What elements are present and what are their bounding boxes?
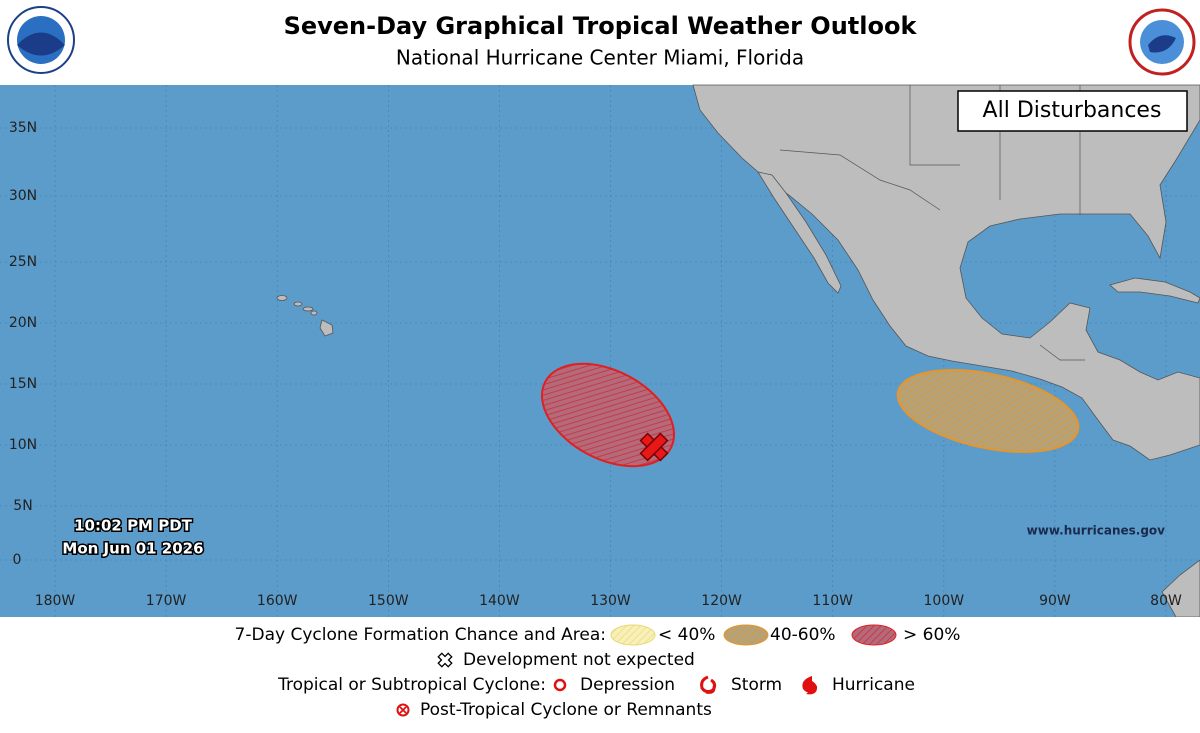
- legend-formation-title: 7-Day Cyclone Formation Chance and Area:: [235, 625, 606, 645]
- area-medium-chance: [896, 369, 1080, 453]
- lat-label: 5N: [13, 498, 32, 514]
- lon-label: 180W: [35, 593, 76, 609]
- disturbance-x: [639, 432, 669, 462]
- lon-label: 90W: [1039, 593, 1071, 609]
- legend-low-icon: [610, 624, 656, 646]
- legend-storm-icon: [700, 675, 717, 694]
- land-north-america: [692, 84, 1200, 461]
- lat-label: 0: [13, 552, 22, 568]
- lon-label: 140W: [479, 593, 520, 609]
- legend-low: < 40%: [658, 625, 715, 645]
- land-hawaii: [276, 295, 334, 337]
- land-south-america: [1161, 559, 1200, 618]
- legend-not-expected-icon: [437, 652, 453, 668]
- legend-medium-icon: [723, 624, 769, 646]
- legend-cyclone-title: Tropical or Subtropical Cyclone:: [277, 675, 546, 695]
- legend-background: [0, 617, 1200, 729]
- lat-label: 30N: [9, 188, 37, 204]
- lon-label: 150W: [368, 593, 409, 609]
- subtitle: National Hurricane Center Miami, Florida: [396, 46, 804, 70]
- nws-logo: [1128, 8, 1196, 76]
- issued-time: 10:02 PM PDT: [74, 517, 193, 535]
- panel-label: All Disturbances: [983, 98, 1162, 123]
- legend-depression-icon: [553, 678, 567, 692]
- legend-high-icon: [851, 624, 897, 646]
- lon-label: 170W: [146, 593, 187, 609]
- legend-not-expected: Development not expected: [463, 650, 695, 670]
- lat-label: 35N: [9, 120, 37, 136]
- lon-label: 160W: [257, 593, 298, 609]
- legend-depression: Depression: [580, 675, 675, 695]
- land-cuba: [1109, 277, 1200, 304]
- lat-label: 10N: [9, 437, 37, 453]
- legend-hurricane: Hurricane: [832, 675, 915, 695]
- lon-label: 80W: [1150, 593, 1182, 609]
- lon-label: 100W: [924, 593, 965, 609]
- lat-label: 25N: [9, 254, 37, 270]
- lon-label: 130W: [590, 593, 631, 609]
- lon-label: 110W: [812, 593, 853, 609]
- title: Seven-Day Graphical Tropical Weather Out…: [284, 12, 918, 40]
- legend-high: > 60%: [903, 625, 960, 645]
- legend-storm: Storm: [731, 675, 782, 695]
- website: www.hurricanes.gov: [1027, 524, 1166, 538]
- legend-hurricane-icon: [802, 676, 818, 695]
- lon-label: 120W: [701, 593, 742, 609]
- map: All Disturbances 10:02 PM PDT Mon Jun 01…: [0, 84, 1200, 618]
- noaa-logo: [7, 6, 75, 74]
- legend-post-tropical: Post-Tropical Cyclone or Remnants: [420, 700, 712, 720]
- legend: 7-Day Cyclone Formation Chance and Area:…: [235, 624, 960, 720]
- issued-date: Mon Jun 01 2026: [62, 540, 203, 558]
- lat-label: 20N: [9, 315, 37, 331]
- lat-label: 15N: [9, 376, 37, 392]
- panel-label-box: [957, 90, 1188, 132]
- legend-medium: 40-60%: [770, 625, 836, 645]
- land-baja: [757, 171, 842, 294]
- legend-post-tropical-icon: [396, 703, 410, 717]
